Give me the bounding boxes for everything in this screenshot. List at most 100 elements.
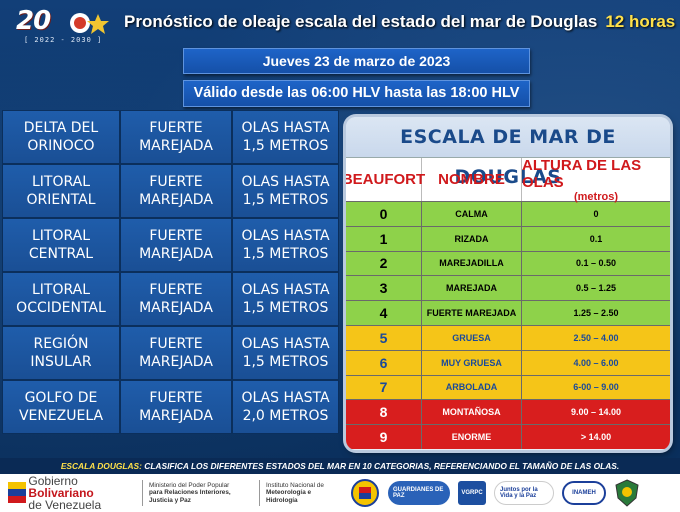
region-name: LITORAL OCCIDENTAL [2, 272, 120, 326]
region-row: LITORAL OCCIDENTAL FUERTE MAREJADA OLAS HAST… [2, 272, 339, 326]
wave-height-range: 0 [593, 208, 599, 219]
region-row: GOLFO DE VENEZUELA FUERTE MAREJADA OLAS HAST… [2, 380, 339, 434]
scale-row: 2 MAREJADILLA 0.1 – 0.50 [346, 250, 670, 276]
wave-height-line: OLAS HASTA [241, 336, 330, 352]
sea-state-name: FUERTE MAREJADA [422, 301, 522, 325]
wave-height-range: > 14.00 [580, 432, 612, 443]
shield-icon [615, 479, 639, 507]
sea-state-name: GRUESA [422, 325, 522, 350]
region-name-line: VENEZUELA [18, 408, 104, 424]
wave-height-range: 9.00 – 14.00 [570, 407, 622, 418]
wave-height: OLAS HASTA 1,5 METROS [232, 218, 339, 272]
bicentennial-logo: 20 [ 2022 - 2030 ] [10, 4, 120, 48]
douglas-note: ESCALA DOUGLAS: CLASIFICA LOS DIFERENTES… [0, 458, 680, 474]
sun-star-icon [70, 13, 109, 34]
logo-years: [ 2022 - 2030 ] [24, 36, 103, 44]
sea-state-line: MAREJADA [139, 408, 213, 424]
sea-state-line: FUERTE [149, 228, 203, 244]
beaufort-number: 2 [346, 251, 422, 276]
wave-height: OLAS HASTA 1,5 METROS [232, 326, 339, 380]
wave-height-line: OLAS HASTA [241, 282, 330, 298]
beaufort-number: 1 [346, 226, 422, 251]
vgrpc-badge: VGRPC [458, 481, 486, 505]
header-altura-label: ALTURA DE LAS OLAS [522, 156, 642, 191]
region-name-line: LITORAL [31, 228, 91, 244]
region-name-line: ORINOCO [27, 138, 95, 154]
sea-state: FUERTE MAREJADA [120, 110, 232, 164]
wave-height-line: 1,5 METROS [242, 246, 329, 262]
scale-row: 1 RIZADA 0.1 [346, 225, 670, 251]
wave-height-range: 0.1 [589, 233, 603, 244]
scale-row: 7 ARBOLADA 6-00 – 9.00 [346, 374, 670, 400]
region-name: DELTA DEL ORINOCO [2, 110, 120, 164]
region-name-line: OCCIDENTAL [16, 300, 106, 316]
institute-line1: Instituto Nacional de [266, 481, 324, 489]
gobierno-text: Gobierno Bolivariano de Venezuela [28, 475, 136, 511]
wave-height: OLAS HASTA 1,5 METROS [232, 272, 339, 326]
sea-state-line: FUERTE [149, 282, 203, 298]
wave-height-line: 1,5 METROS [242, 354, 329, 370]
sea-state-name: RIZADA [422, 226, 522, 251]
beaufort-number: 7 [346, 375, 422, 400]
guardianes-badge: GUARDIANES DE PAZ [388, 481, 450, 505]
page-title: Pronóstico de oleaje escala del estado d… [124, 12, 676, 32]
juntos-badge: Juntos por la Vida y la Paz [494, 481, 554, 505]
coat-of-arms-icon [351, 479, 379, 507]
beaufort-number: 3 [346, 276, 422, 301]
wave-height: OLAS HASTA 1,5 METROS [232, 110, 339, 164]
sea-state: FUERTE MAREJADA [120, 218, 232, 272]
sea-state-line: MAREJADA [139, 300, 213, 316]
sea-state-line: MAREJADA [139, 192, 213, 208]
ministry-line1: Ministerio del Poder Popular [149, 481, 230, 489]
sea-state-name: MUY GRUESA [422, 350, 522, 375]
region-row: REGIÓN INSULAR FUERTE MAREJADA OLAS HASTA 1,5… [2, 326, 339, 380]
region-name-line: GOLFO DE [24, 390, 98, 406]
header-altura: ALTURA DE LAS OLAS (metros) [522, 156, 670, 203]
region-row: DELTA DEL ORINOCO FUERTE MAREJADA OLAS HASTA… [2, 110, 339, 164]
header-nombre: NOMBRE [422, 158, 522, 201]
wave-height-line: 1,5 METROS [242, 300, 329, 316]
beaufort-number: 6 [346, 350, 422, 375]
sea-state-name: CALMA [422, 202, 522, 226]
sea-state-name: ENORME [422, 425, 522, 449]
title-accent: 12 horas [605, 12, 676, 31]
wave-height-range: 6-00 – 9.00 [573, 382, 619, 393]
institute-text: Instituto Nacional de Meteorología e Hid… [266, 482, 342, 505]
wave-height-line: OLAS HASTA [241, 390, 330, 406]
institute-line2: Meteorología e Hidrología [266, 489, 312, 504]
wave-height-line: OLAS HASTA [241, 228, 330, 244]
sea-state-name: MAREJADA [422, 276, 522, 301]
region-name-line: INSULAR [30, 354, 92, 370]
beaufort-number: 4 [346, 301, 422, 325]
flag-icon [8, 482, 26, 504]
sea-state: FUERTE MAREJADA [120, 164, 232, 218]
scale-rows: 0 CALMA 0 1 RIZADA 0.1 2 MAREJADILLA 0.1 – 0.50 3… [346, 201, 670, 449]
scale-row: 3 MAREJADA 0.5 – 1.25 [346, 275, 670, 301]
wave-height-line: 1,5 METROS [242, 192, 329, 208]
wave-height-range: 4.00 – 6.00 [573, 357, 619, 368]
scale-row: 0 CALMA 0 [346, 201, 670, 226]
sea-state-line: MAREJADA [139, 246, 213, 262]
sea-state-line: MAREJADA [139, 138, 213, 154]
ministry-text: Ministerio del Poder Popular para Relaci… [149, 482, 253, 505]
scale-header-row: BEAUFORT NOMBRE ALTURA DE LAS OLAS (metr… [346, 156, 670, 203]
region-row: LITORAL ORIENTAL FUERTE MAREJADA OLAS HASTA 1… [2, 164, 339, 218]
region-name: REGIÓN INSULAR [2, 326, 120, 380]
sea-state-name: MAREJADILLA [422, 251, 522, 276]
sea-state-line: FUERTE [149, 336, 203, 352]
wave-height-line: 1,5 METROS [242, 138, 329, 154]
region-name: LITORAL CENTRAL [2, 218, 120, 272]
sea-state-line: FUERTE [149, 120, 203, 136]
sea-state: FUERTE MAREJADA [120, 272, 232, 326]
footer-logos: Gobierno Bolivariano de Venezuela Minist… [0, 474, 680, 512]
region-name: LITORAL ORIENTAL [2, 164, 120, 218]
regions-table: DELTA DEL ORINOCO FUERTE MAREJADA OLAS HASTA… [2, 110, 339, 434]
wave-height-range: 0.1 – 0.50 [575, 258, 617, 269]
region-name-line: LITORAL [31, 174, 91, 190]
scale-row: 9 ENORME > 14.00 [346, 424, 670, 449]
date-banner: Jueves 23 de marzo de 2023 [183, 48, 530, 74]
title-main: Pronóstico de oleaje escala del estado d… [124, 12, 598, 31]
region-name-line: REGIÓN [33, 336, 89, 352]
sea-state-name: MONTAÑOSA [422, 400, 522, 425]
region-name-line: DELTA DEL [23, 120, 99, 136]
